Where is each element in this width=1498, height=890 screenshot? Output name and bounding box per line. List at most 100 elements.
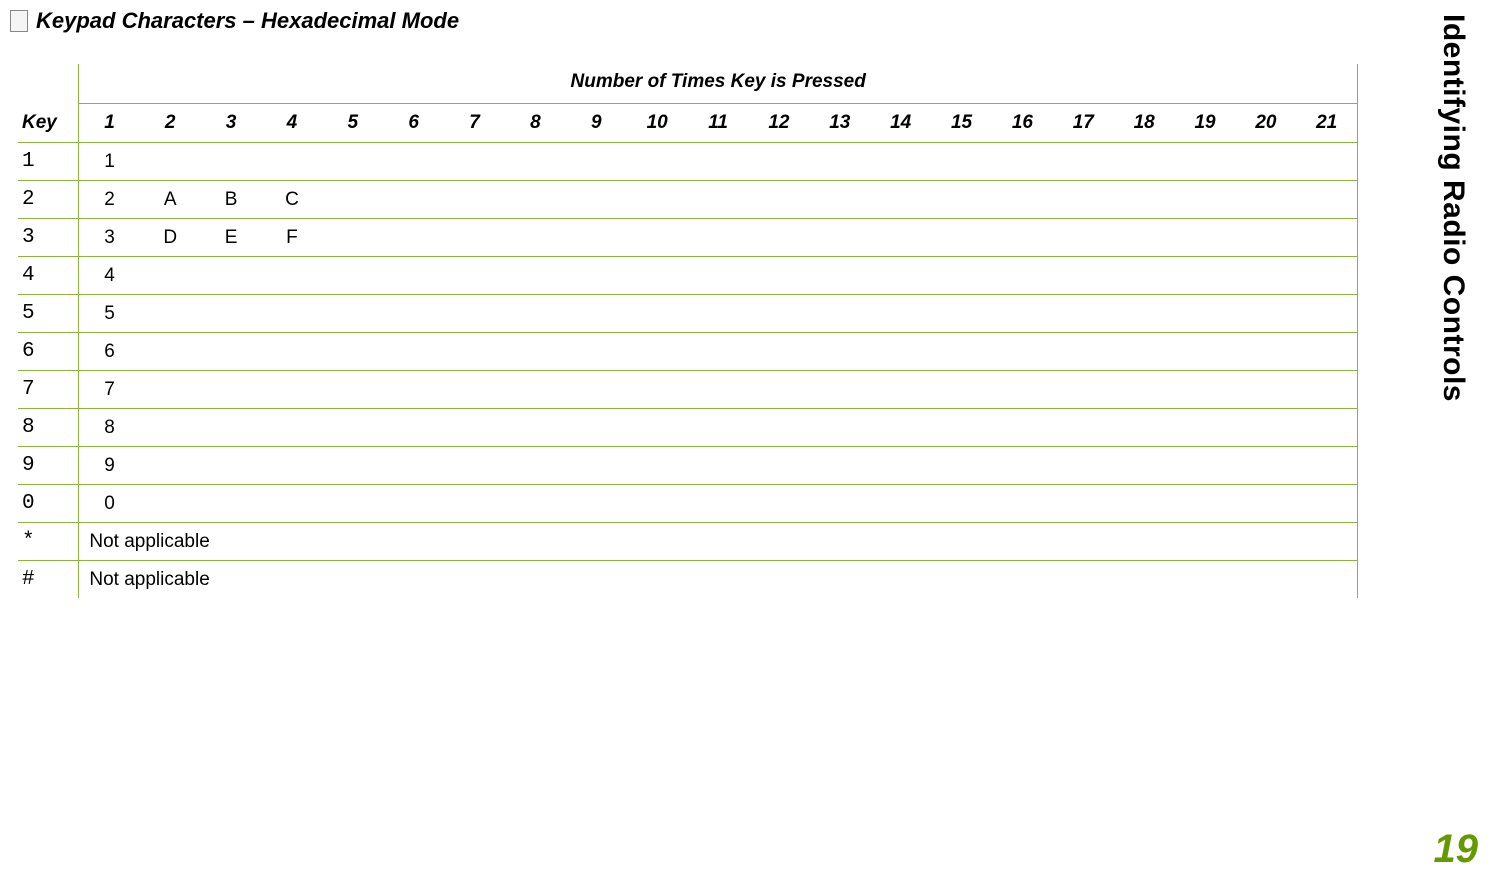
- value-cell: [931, 295, 992, 333]
- value-cell: [383, 181, 444, 219]
- value-cell: [688, 257, 749, 295]
- value-cell: [870, 409, 931, 447]
- col-header: 7: [444, 104, 505, 143]
- value-cell: [1175, 371, 1236, 409]
- value-cell: [870, 295, 931, 333]
- value-cell: [566, 333, 627, 371]
- value-cell: [1053, 447, 1114, 485]
- value-cell: [992, 409, 1053, 447]
- value-cell: [383, 257, 444, 295]
- value-cell: 5: [79, 295, 140, 333]
- value-cell: [1053, 257, 1114, 295]
- value-cell: [627, 257, 688, 295]
- value-cell: [627, 409, 688, 447]
- value-cell: [1236, 485, 1297, 523]
- col-header: 2: [140, 104, 201, 143]
- value-cell: [1175, 333, 1236, 371]
- value-cell: [1175, 219, 1236, 257]
- value-cell: [809, 257, 870, 295]
- value-cell: [992, 257, 1053, 295]
- value-cell: [749, 409, 810, 447]
- value-cell: [1296, 447, 1357, 485]
- value-cell: [870, 447, 931, 485]
- value-cell: [1296, 409, 1357, 447]
- value-cell: [688, 143, 749, 181]
- col-header: 3: [201, 104, 262, 143]
- table-row: 44: [18, 257, 1358, 295]
- page-number: 19: [1434, 827, 1479, 872]
- value-cell: [262, 447, 323, 485]
- value-cell: [201, 409, 262, 447]
- key-cell: *: [18, 523, 79, 561]
- col-header: 17: [1053, 104, 1114, 143]
- value-cell: [627, 143, 688, 181]
- value-cell: E: [201, 219, 262, 257]
- value-cell: [201, 371, 262, 409]
- col-header: 12: [749, 104, 810, 143]
- col-header: 8: [505, 104, 566, 143]
- value-cell: [1175, 143, 1236, 181]
- value-cell: [140, 257, 201, 295]
- value-cell: [383, 143, 444, 181]
- key-cell: 6: [18, 333, 79, 371]
- value-cell: [566, 371, 627, 409]
- table-row: 88: [18, 409, 1358, 447]
- value-cell: [627, 219, 688, 257]
- value-cell: [749, 333, 810, 371]
- value-cell: [1296, 295, 1357, 333]
- value-cell: [688, 295, 749, 333]
- value-cell: [201, 333, 262, 371]
- value-cell: [505, 181, 566, 219]
- value-cell: [444, 295, 505, 333]
- value-cell: [566, 447, 627, 485]
- value-cell: [322, 143, 383, 181]
- value-cell: [262, 257, 323, 295]
- value-cell: [870, 333, 931, 371]
- value-cell: [1296, 257, 1357, 295]
- table-row: 55: [18, 295, 1358, 333]
- value-cell: 3: [79, 219, 140, 257]
- col-header: 21: [1296, 104, 1357, 143]
- value-cell: [931, 333, 992, 371]
- value-cell: [627, 447, 688, 485]
- value-cell: 6: [79, 333, 140, 371]
- value-cell: [992, 295, 1053, 333]
- key-cell: 4: [18, 257, 79, 295]
- value-cell: [1175, 257, 1236, 295]
- value-cell: [931, 485, 992, 523]
- value-cell: [322, 371, 383, 409]
- value-cell: [1053, 295, 1114, 333]
- value-cell: [322, 409, 383, 447]
- value-cell: 4: [79, 257, 140, 295]
- col-header: 5: [322, 104, 383, 143]
- key-cell: 0: [18, 485, 79, 523]
- col-header: 19: [1175, 104, 1236, 143]
- value-cell: [1236, 219, 1297, 257]
- value-cell: [1114, 333, 1175, 371]
- key-cell: 7: [18, 371, 79, 409]
- value-cell: [1053, 333, 1114, 371]
- col-header: 13: [809, 104, 870, 143]
- value-cell: [688, 181, 749, 219]
- value-cell: [809, 333, 870, 371]
- value-cell: [1053, 485, 1114, 523]
- value-cell: B: [201, 181, 262, 219]
- table-group-header-row: Number of Times Key is Pressed: [18, 64, 1358, 104]
- table-row: 00: [18, 485, 1358, 523]
- value-cell: [1296, 181, 1357, 219]
- value-cell: [444, 409, 505, 447]
- table-row: *Not applicable: [18, 523, 1358, 561]
- value-cell: [444, 219, 505, 257]
- value-cell: [1114, 409, 1175, 447]
- col-header: 1: [79, 104, 140, 143]
- key-cell: 9: [18, 447, 79, 485]
- col-header: 14: [870, 104, 931, 143]
- value-cell: [1053, 143, 1114, 181]
- value-cell: [322, 257, 383, 295]
- value-cell: [505, 333, 566, 371]
- value-cell: [201, 485, 262, 523]
- value-cell: [1236, 371, 1297, 409]
- value-cell: [505, 447, 566, 485]
- value-cell: [444, 371, 505, 409]
- value-cell: [140, 447, 201, 485]
